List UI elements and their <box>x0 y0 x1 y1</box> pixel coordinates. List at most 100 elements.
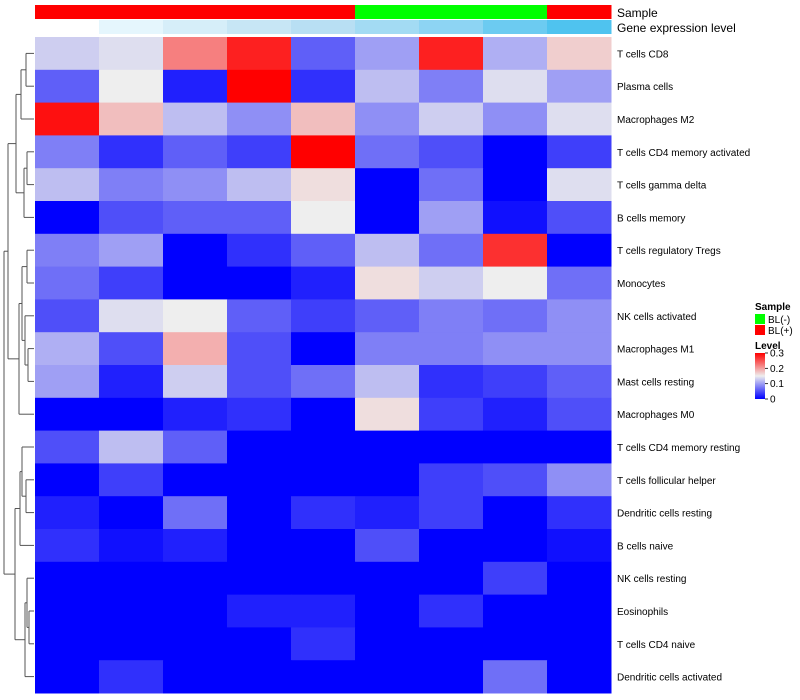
heatmap-cell <box>483 332 548 366</box>
heatmap-cell <box>483 37 548 71</box>
heatmap-cell <box>483 299 548 333</box>
heatmap-cell <box>163 365 228 399</box>
heatmap-cell <box>483 496 548 530</box>
row-label: Plasma cells <box>617 82 673 93</box>
track-label-sample: Sample <box>617 6 658 20</box>
heatmap-cell <box>355 430 420 464</box>
heatmap-cell <box>227 397 292 432</box>
row-label: Monocytes <box>617 279 665 290</box>
heatmap-cell <box>227 660 292 694</box>
heatmap-cell <box>163 627 228 661</box>
heatmap-cell <box>547 37 612 71</box>
heatmap-cell <box>99 135 164 169</box>
heatmap-cell <box>99 168 164 202</box>
heatmap-cell <box>547 69 612 104</box>
heatmap-cell <box>547 365 612 399</box>
heatmap-cell <box>483 463 548 497</box>
row-dendrogram <box>3 52 34 678</box>
heatmap-cell <box>291 397 356 432</box>
heatmap-cell <box>99 332 164 366</box>
heatmap-cell <box>99 397 164 432</box>
heatmap-cell <box>547 332 612 366</box>
heatmap-cell <box>227 594 292 628</box>
heatmap-cell <box>35 529 100 563</box>
heatmap-cell <box>419 233 484 268</box>
legend-level-title: Level <box>755 341 781 352</box>
row-label: NK cells activated <box>617 312 696 323</box>
heatmap-cell <box>163 102 228 136</box>
heatmap-cell <box>419 135 484 169</box>
heatmap-cell <box>163 430 228 464</box>
heatmap-cell <box>419 201 484 235</box>
heatmap-cell <box>419 69 484 104</box>
heatmap-cell <box>227 135 292 169</box>
heatmap-cell <box>227 266 292 300</box>
heatmap-cell <box>483 102 548 136</box>
heatmap-cell <box>227 430 292 464</box>
heatmap-cell <box>291 233 356 268</box>
gene-expression-annotation-cell <box>547 20 612 34</box>
heatmap-cell <box>163 529 228 563</box>
heatmap-cell <box>355 135 420 169</box>
heatmap-cell <box>227 299 292 333</box>
heatmap-cell <box>355 299 420 333</box>
heatmap-cell <box>163 233 228 268</box>
heatmap-cell <box>35 561 100 596</box>
heatmap-cell <box>99 594 164 628</box>
heatmap-cell <box>291 627 356 661</box>
heatmap-cell <box>35 660 100 694</box>
heatmap-cell <box>291 430 356 464</box>
heatmap-cell <box>227 496 292 530</box>
heatmap-cell <box>35 168 100 202</box>
gene-expression-annotation-cell <box>419 20 484 34</box>
heatmap-cell <box>99 69 164 104</box>
heatmap-cell <box>163 332 228 366</box>
heatmap-cell <box>355 168 420 202</box>
row-label: NK cells resting <box>617 574 686 585</box>
heatmap-cell <box>547 627 612 661</box>
heatmap-cell <box>291 201 356 235</box>
heatmap-cell <box>35 299 100 333</box>
gene-expression-annotation-cell <box>99 20 164 34</box>
sample-annotation-cell <box>419 5 484 19</box>
heatmap-cell <box>355 594 420 628</box>
legend-level-tick-label: 0.1 <box>770 379 784 390</box>
heatmap-cell <box>355 332 420 366</box>
heatmap-cell <box>547 233 612 268</box>
heatmap-cell <box>483 233 548 268</box>
heatmap-cell <box>483 168 548 202</box>
sample-annotation-cell <box>227 5 292 19</box>
heatmap-cell <box>419 168 484 202</box>
heatmap-cell <box>483 561 548 596</box>
heatmap-cell <box>227 332 292 366</box>
heatmap-cell <box>419 660 484 694</box>
heatmap-cell <box>483 266 548 300</box>
heatmap-cell <box>547 561 612 596</box>
heatmap-cell <box>99 266 164 300</box>
heatmap-cell <box>483 430 548 464</box>
heatmap-cell <box>35 135 100 169</box>
heatmap-cell <box>99 37 164 71</box>
heatmap-cell <box>35 266 100 300</box>
heatmap-cell <box>291 168 356 202</box>
heatmap-cell <box>419 529 484 563</box>
row-labels: T cells CD8 Plasma cells Macrophages M2 T c… <box>617 49 750 683</box>
legend-sample-label: BL(+) <box>768 326 793 337</box>
heatmap-cell <box>355 37 420 71</box>
gene-expression-annotation-cell <box>163 20 228 34</box>
heatmap-cell <box>99 463 164 497</box>
heatmap-cell <box>547 496 612 530</box>
heatmap-cell <box>419 627 484 661</box>
heatmap-cell <box>291 69 356 104</box>
heatmap-cell <box>163 397 228 432</box>
heatmap-cell <box>163 299 228 333</box>
row-label: T cells CD4 memory resting <box>617 443 740 454</box>
heatmap-cell <box>163 463 228 497</box>
row-label: T cells follicular helper <box>617 476 716 487</box>
heatmap-cell <box>99 365 164 399</box>
annotation-tracks <box>35 5 612 34</box>
heatmap-cell <box>227 233 292 268</box>
